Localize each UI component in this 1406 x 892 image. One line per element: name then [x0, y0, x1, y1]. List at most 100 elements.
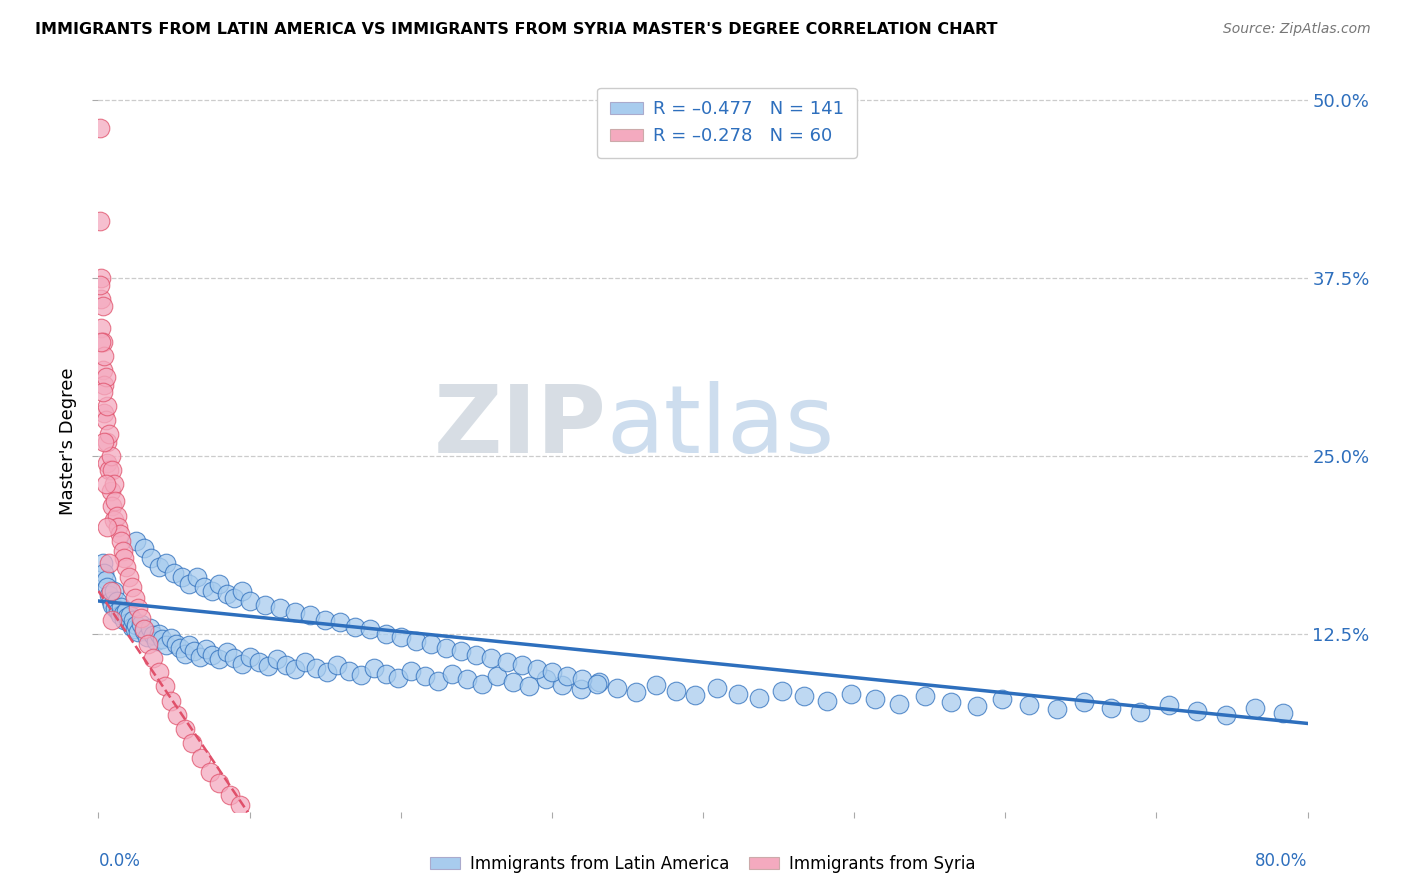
Point: [105, 508, 128, 523]
Point: [110, 599, 132, 614]
Point: [118, 570, 141, 584]
Point: [111, 607, 134, 621]
Point: [104, 494, 127, 508]
Point: [208, 776, 231, 790]
Point: [155, 556, 177, 570]
Point: [389, 630, 412, 644]
Point: [685, 688, 707, 702]
Point: [173, 722, 195, 736]
Point: [865, 692, 887, 706]
Point: [129, 611, 152, 625]
Point: [1018, 698, 1040, 712]
Point: [208, 652, 231, 666]
Point: [748, 690, 770, 705]
Point: [108, 527, 131, 541]
Point: [456, 673, 478, 687]
Point: [112, 613, 135, 627]
Point: [966, 699, 988, 714]
Point: [1129, 705, 1152, 719]
Point: [100, 584, 122, 599]
Point: [170, 570, 193, 584]
Point: [148, 665, 170, 680]
Point: [1073, 695, 1095, 709]
Point: [110, 534, 132, 549]
Point: [103, 513, 125, 527]
Point: [98, 588, 121, 602]
Point: [93, 377, 115, 392]
Point: [481, 651, 503, 665]
Point: [166, 707, 188, 722]
Point: [224, 591, 246, 606]
Point: [569, 682, 592, 697]
Point: [96, 399, 118, 413]
Point: [142, 628, 165, 642]
Point: [94, 477, 117, 491]
Point: [434, 640, 457, 655]
Point: [94, 573, 117, 587]
Point: [571, 673, 593, 687]
Point: [219, 788, 242, 802]
Point: [224, 651, 246, 665]
Point: [111, 544, 134, 558]
Point: [284, 606, 307, 620]
Point: [115, 609, 138, 624]
Point: [142, 651, 165, 665]
Point: [94, 370, 117, 384]
Point: [90, 334, 112, 349]
Point: [124, 591, 146, 606]
Point: [132, 541, 155, 556]
Legend: Immigrants from Latin America, Immigrants from Syria: Immigrants from Latin America, Immigrant…: [423, 848, 983, 880]
Point: [169, 640, 191, 655]
Point: [120, 608, 142, 623]
Point: [350, 668, 373, 682]
Point: [155, 638, 177, 652]
Point: [363, 661, 385, 675]
Point: [510, 658, 533, 673]
Point: [269, 601, 291, 615]
Point: [839, 687, 862, 701]
Point: [526, 662, 548, 676]
Point: [160, 631, 183, 645]
Point: [98, 556, 121, 570]
Point: [208, 577, 231, 591]
Point: [93, 349, 115, 363]
Point: [112, 551, 135, 566]
Point: [540, 665, 562, 680]
Point: [486, 669, 509, 683]
Point: [314, 613, 336, 627]
Point: [190, 750, 212, 764]
Point: [329, 615, 352, 630]
Point: [374, 626, 396, 640]
Text: 0.0%: 0.0%: [98, 853, 141, 871]
Point: [193, 580, 215, 594]
Point: [148, 626, 170, 640]
Point: [991, 692, 1014, 706]
Point: [90, 320, 112, 334]
Point: [89, 214, 111, 228]
Point: [108, 608, 131, 623]
Point: [337, 664, 360, 678]
Point: [91, 334, 114, 349]
Point: [502, 675, 524, 690]
Point: [101, 463, 124, 477]
Legend: R = –0.477   N = 141, R = –0.278   N = 60: R = –0.477 N = 141, R = –0.278 N = 60: [598, 87, 858, 158]
Point: [188, 649, 211, 664]
Point: [96, 456, 118, 470]
Point: [124, 623, 146, 637]
Point: [645, 678, 668, 692]
Point: [129, 616, 152, 631]
Point: [100, 449, 122, 463]
Point: [94, 413, 117, 427]
Point: [93, 566, 115, 580]
Point: [132, 624, 155, 638]
Point: [173, 647, 195, 661]
Point: [121, 619, 143, 633]
Point: [160, 694, 183, 708]
Point: [98, 463, 121, 477]
Point: [118, 615, 141, 630]
Point: [153, 680, 176, 694]
Point: [165, 637, 187, 651]
Point: [1187, 704, 1209, 718]
Point: [465, 648, 488, 662]
Point: [770, 683, 793, 698]
